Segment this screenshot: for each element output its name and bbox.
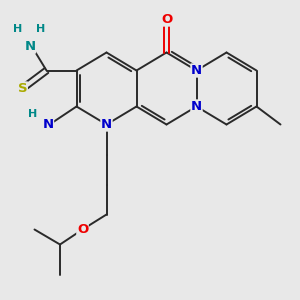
Text: H: H (36, 23, 45, 34)
Text: H: H (14, 23, 22, 34)
Text: O: O (77, 223, 88, 236)
Text: N: N (191, 100, 202, 113)
Text: N: N (101, 118, 112, 131)
Text: O: O (161, 13, 172, 26)
Text: N: N (42, 118, 54, 131)
Text: S: S (18, 82, 27, 95)
Text: H: H (28, 109, 38, 119)
Text: N: N (24, 40, 36, 53)
Text: N: N (191, 64, 202, 77)
